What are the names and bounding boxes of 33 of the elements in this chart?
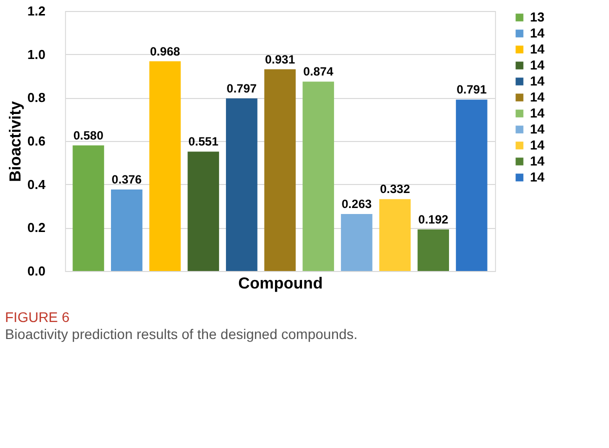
legend-label: 14 xyxy=(530,106,546,120)
caption: FIGURE 6 xyxy=(5,309,70,325)
data-label: 0.551 xyxy=(188,134,219,149)
data-label: 0.968 xyxy=(150,44,180,58)
legend-label: 14 xyxy=(530,122,546,136)
legend-label: 14 xyxy=(530,138,546,152)
data-label: 0.580 xyxy=(73,128,104,142)
data-label: 0.791 xyxy=(456,82,487,97)
legend-label: 14 xyxy=(530,42,546,56)
legend-label: 14 xyxy=(530,26,546,40)
y-tick-label: 0.0 xyxy=(27,264,46,278)
legend-label: 14 xyxy=(530,58,546,72)
data-label: 0.192 xyxy=(418,212,449,226)
data-label: 0.797 xyxy=(226,81,258,96)
data-label: 0.263 xyxy=(342,197,372,212)
legend-label: 14 xyxy=(530,170,546,184)
legend-label: 14 xyxy=(530,74,546,88)
legend-label: 14 xyxy=(530,90,546,104)
y-axis-title: Bioactivity xyxy=(7,100,24,182)
y-tick-label: 1.2 xyxy=(27,4,46,18)
text: Bioactivity prediction results of the designed compounds. xyxy=(5,326,358,342)
data-label: 0.931 xyxy=(264,52,296,66)
data-label: 0.376 xyxy=(112,172,142,187)
legend-label: 14 xyxy=(530,154,546,168)
data-label: 0.874 xyxy=(303,64,334,79)
legend-label: 13 xyxy=(530,10,544,24)
data-label: 0.332 xyxy=(380,182,410,196)
y-tick-label: 1.0 xyxy=(27,46,46,62)
y-tick-label: 0.4 xyxy=(27,176,46,192)
y-tick-label: 0.6 xyxy=(27,134,46,148)
y-tick-label: 0.8 xyxy=(27,90,46,106)
x-axis-title: Compound xyxy=(238,276,323,292)
y-tick-label: 0.2 xyxy=(27,220,46,236)
